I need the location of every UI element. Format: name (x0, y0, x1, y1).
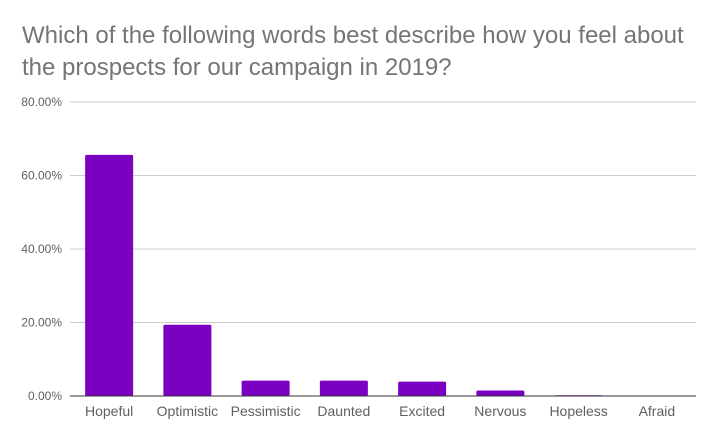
y-tick-label: 80.00% (21, 95, 62, 109)
x-tick-label: Hopeful (85, 403, 133, 419)
bar-nervous (476, 390, 525, 396)
x-tick-label: Pessimistic (231, 403, 301, 419)
x-tick-label: Optimistic (157, 403, 218, 419)
bar-excited (398, 381, 447, 396)
y-tick-label: 0.00% (28, 389, 62, 403)
y-tick-label: 20.00% (21, 316, 62, 330)
x-tick-label: Hopeless (549, 403, 607, 419)
bar-hopeful (85, 154, 134, 396)
x-tick-label: Daunted (317, 403, 370, 419)
x-tick-label: Nervous (474, 403, 526, 419)
x-tick-label: Excited (399, 403, 445, 419)
chart-title: Which of the following words best descri… (22, 22, 684, 81)
bar-optimistic (163, 324, 212, 396)
bar-pessimistic (241, 380, 290, 396)
y-tick-label: 40.00% (21, 242, 62, 256)
y-tick-label: 60.00% (21, 169, 62, 183)
x-tick-label: Afraid (639, 403, 676, 419)
bar-daunted (319, 380, 368, 396)
